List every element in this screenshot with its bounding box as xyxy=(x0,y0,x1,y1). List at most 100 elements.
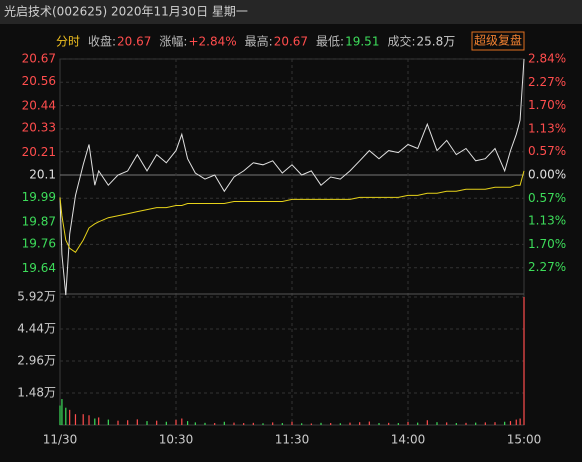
volume-bar xyxy=(175,419,177,425)
info-label: 成交: xyxy=(387,34,415,49)
volume-bar xyxy=(61,399,63,425)
y2-tick-label: 1.13% xyxy=(528,121,566,135)
y2-tick-label: 0.57% xyxy=(528,191,566,205)
title-bar xyxy=(0,0,582,24)
y2-tick-label: 0.57% xyxy=(528,144,566,158)
volume-bar xyxy=(146,421,148,425)
volume-bar xyxy=(243,423,245,425)
volume-bar xyxy=(165,421,167,425)
button[interactable]: 超级复盘 xyxy=(474,33,522,48)
volume-bar xyxy=(484,422,486,425)
info-value: 20.67 xyxy=(274,35,308,49)
volume-bar xyxy=(117,420,119,425)
y2-tick-label: 1.70% xyxy=(528,237,566,251)
info-value: 19.51 xyxy=(345,35,379,49)
info-value: 25.8万 xyxy=(417,35,456,49)
y-tick-label: 20.33 xyxy=(22,121,56,135)
volume-bar xyxy=(82,414,84,425)
volume-bar xyxy=(436,422,438,425)
volume-bar xyxy=(233,422,235,425)
volume-tick-label: 1.48万 xyxy=(17,386,56,400)
volume-bar xyxy=(446,422,448,425)
volume-bar xyxy=(519,418,521,425)
volume-bar xyxy=(156,420,158,425)
volume-bar xyxy=(281,423,283,425)
tab[interactable]: 分时 xyxy=(56,35,80,49)
volume-bar xyxy=(204,422,206,425)
volume-bar xyxy=(523,297,525,425)
volume-bar xyxy=(378,423,380,425)
info-value: 20.67 xyxy=(117,35,151,49)
y-tick-label: 20.44 xyxy=(22,98,56,112)
info-label: 收盘: xyxy=(88,34,116,49)
volume-bar xyxy=(94,418,96,425)
volume-bar xyxy=(397,423,399,425)
volume-bar xyxy=(349,422,351,425)
volume-bar xyxy=(388,422,390,425)
volume-bar xyxy=(65,407,67,425)
window-title: 光启技术(002625) 2020年11月30日 星期一 xyxy=(4,5,248,19)
x-tick-label: 14:00 xyxy=(391,433,426,447)
volume-bar xyxy=(252,422,254,425)
volume-bar xyxy=(339,423,341,425)
y2-tick-label: 0.00% xyxy=(528,168,566,182)
price-line xyxy=(59,170,525,254)
volume-bar xyxy=(426,420,428,425)
volume-bar xyxy=(465,422,467,425)
info-label: 最低: xyxy=(316,35,344,49)
y-tick-label: 19.64 xyxy=(22,261,56,275)
volume-bar xyxy=(272,422,274,425)
button-frame[interactable] xyxy=(471,31,525,51)
volume-bar xyxy=(194,422,196,425)
x-tick-label: 11/30 xyxy=(43,433,78,447)
volume-bar xyxy=(359,422,361,425)
volume-bar xyxy=(417,422,419,425)
volume-bar xyxy=(368,421,370,425)
volume-bar xyxy=(98,417,100,425)
y2-tick-label: 2.84% xyxy=(528,52,566,66)
volume-bar xyxy=(223,421,225,425)
volume-bar xyxy=(301,423,303,425)
volume-bar xyxy=(262,423,264,425)
x-tick-label: 10:30 xyxy=(159,433,194,447)
volume-bar xyxy=(107,419,109,425)
volume-bar xyxy=(475,422,477,425)
x-tick-label: 15:00 xyxy=(507,433,542,447)
x-tick-label: 11:30 xyxy=(275,433,310,447)
volume-bar xyxy=(515,419,517,425)
volume-bar xyxy=(127,420,129,425)
y-tick-label: 20.21 xyxy=(22,145,56,159)
y-tick-label: 20.67 xyxy=(22,52,56,66)
y-tick-label: 20.1 xyxy=(29,168,56,182)
volume-tick-label: 4.44万 xyxy=(17,322,56,336)
y-tick-label: 19.99 xyxy=(22,190,56,204)
y-tick-label: 19.87 xyxy=(22,214,56,228)
volume-bar xyxy=(504,421,506,425)
info-label: 涨幅: xyxy=(159,34,187,49)
info-value: +2.84% xyxy=(188,35,236,49)
y2-tick-label: 1.13% xyxy=(528,214,566,228)
price-line xyxy=(59,58,525,296)
volume-bar xyxy=(214,423,216,425)
volume-bar xyxy=(310,423,312,425)
volume-bar xyxy=(59,405,61,425)
y2-tick-label: 1.70% xyxy=(528,98,566,112)
info-label: 最高: xyxy=(245,34,273,49)
volume-bar xyxy=(88,415,90,425)
volume-bar xyxy=(509,421,512,425)
volume-bar xyxy=(74,414,77,425)
volume-bar xyxy=(407,421,409,425)
volume-bar xyxy=(69,409,71,425)
volume-bar xyxy=(455,423,457,425)
volume-tick-label: 2.96万 xyxy=(17,354,56,368)
y2-tick-label: 2.27% xyxy=(528,75,566,89)
volume-bar xyxy=(330,423,332,425)
volume-bar xyxy=(320,422,322,425)
volume-bar xyxy=(136,419,138,425)
y-tick-label: 19.76 xyxy=(22,237,56,251)
volume-bar xyxy=(181,418,183,425)
volume-bar xyxy=(291,421,293,425)
volume-bar xyxy=(494,422,496,425)
